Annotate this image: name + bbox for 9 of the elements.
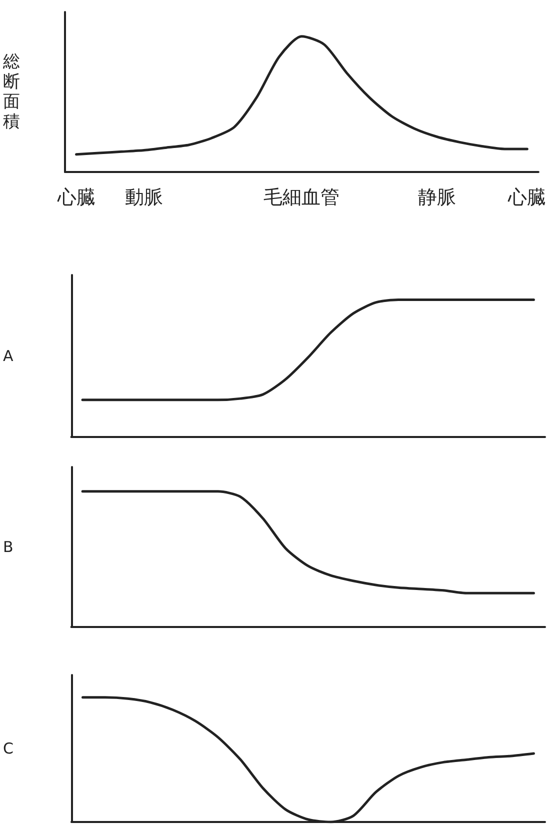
y-axis-title: B xyxy=(2,538,14,556)
x-tick-label: 心臓 xyxy=(56,186,96,208)
x-tick-label: 動脈 xyxy=(124,186,163,208)
y-axis-title: C xyxy=(2,740,14,758)
y-axis-title: A xyxy=(2,347,14,365)
y-axis-title: 総断面積 xyxy=(2,52,20,132)
x-tick-label: 心臓 xyxy=(507,186,546,208)
x-tick-label: 毛細血管 xyxy=(264,186,340,208)
x-tick-label: 静脈 xyxy=(418,186,456,208)
